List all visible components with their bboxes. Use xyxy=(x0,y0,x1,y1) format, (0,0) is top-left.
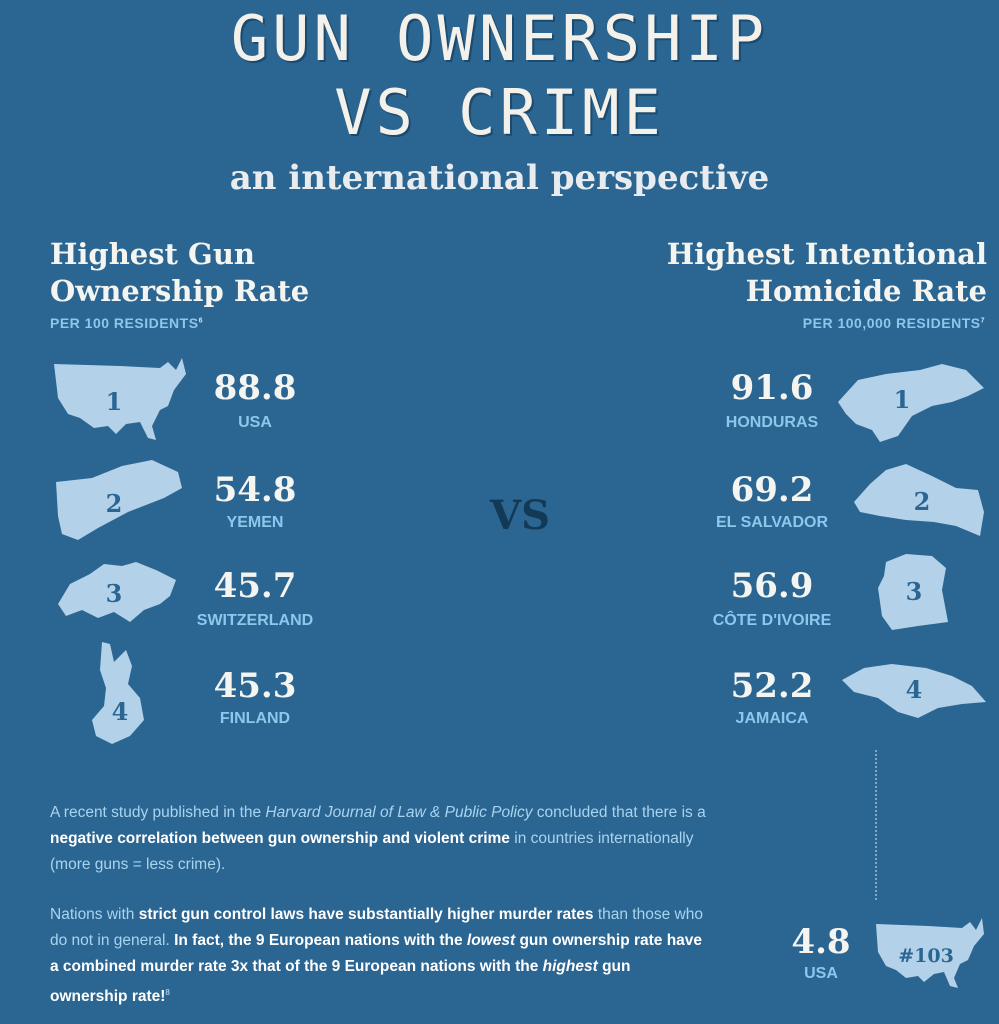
value-honduras: 91.6 xyxy=(730,368,814,408)
bold-text: gun ownership rate have a combined murde… xyxy=(50,932,703,975)
left-unit: PER 100 RESIDENTS6 xyxy=(50,315,203,331)
title-line-2: VS CRIME xyxy=(334,76,665,149)
country-el-salvador: EL SALVADOR xyxy=(715,514,828,531)
right-unit-ref: 7 xyxy=(980,317,985,325)
right-unit-text: PER 100,000 RESIDENTS xyxy=(802,315,981,331)
paragraph-study: A recent study published in the Harvard … xyxy=(50,800,710,878)
rank-label: 1 xyxy=(106,387,123,416)
bold-text: In fact, the 9 European nations with the xyxy=(174,932,467,949)
text: A recent study published in the xyxy=(50,804,266,821)
country-switzerland: SWITZERLAND xyxy=(196,612,314,629)
rank-label: 3 xyxy=(106,579,123,608)
paragraph-nations: Nations with strict gun control laws hav… xyxy=(50,902,710,1010)
rank-label: 3 xyxy=(906,577,923,606)
left-unit-ref: 6 xyxy=(198,317,203,325)
country-honduras: HONDURAS xyxy=(725,414,819,431)
value-jamaica: 52.2 xyxy=(730,666,814,706)
italic-text: lowest xyxy=(466,932,516,949)
journal-name: Harvard Journal of Law & Public Policy xyxy=(265,804,533,821)
text: Nations with xyxy=(50,906,139,923)
finland-map-icon: 4 xyxy=(90,640,150,746)
right-heading-line-2: Homicide Rate xyxy=(745,274,987,308)
left-heading-line-1: Highest Gun xyxy=(50,237,255,271)
text: concluded that there is a xyxy=(532,804,706,821)
italic-text: highest xyxy=(542,958,598,975)
country-cote-divoire: CÔTE D'IVOIRE xyxy=(712,612,832,629)
country-yemen: YEMEN xyxy=(226,514,284,531)
right-heading-line-1: Highest Intentional xyxy=(666,237,987,271)
right-heading: Highest Intentional Homicide Rate xyxy=(667,236,987,310)
rank-label: 4 xyxy=(906,675,923,704)
left-unit-text: PER 100 RESIDENTS xyxy=(50,315,199,331)
left-heading: Highest Gun Ownership Rate xyxy=(50,236,309,310)
rank-label: 2 xyxy=(914,487,931,516)
country-jamaica: JAMAICA xyxy=(735,710,809,727)
rank-label: 4 xyxy=(112,697,129,726)
bold-text: negative correlation between gun ownersh… xyxy=(50,830,510,847)
country-finland: FINLAND xyxy=(219,710,291,727)
value-switzerland: 45.7 xyxy=(213,566,297,606)
rank-label: 2 xyxy=(106,489,123,518)
title-line-1: GUN OWNERSHIP xyxy=(230,2,769,75)
subtitle: an international perspective xyxy=(229,158,770,198)
value-usa-homicide: 4.8 xyxy=(791,922,851,962)
dotted-divider xyxy=(875,750,877,900)
value-yemen: 54.8 xyxy=(213,470,297,510)
value-el-salvador: 69.2 xyxy=(730,470,814,510)
bold-text: strict gun control laws have substantial… xyxy=(138,906,594,923)
rank-label: 1 xyxy=(894,385,911,414)
value-cote-divoire: 56.9 xyxy=(730,566,814,606)
switzerland-map-icon: 3 xyxy=(52,560,182,630)
country-usa-homicide: USA xyxy=(804,965,838,982)
cote-divoire-map-icon: 3 xyxy=(876,552,952,632)
vs-label: VS xyxy=(490,492,550,539)
footnote-ref: 8 xyxy=(165,988,170,997)
rank-label: #103 xyxy=(898,945,954,967)
usa-map-icon: 1 xyxy=(50,356,188,442)
bold-text: gun ownership rate! xyxy=(50,958,631,1006)
jamaica-map-icon: 4 xyxy=(840,662,988,722)
value-finland: 45.3 xyxy=(213,666,297,706)
yemen-map-icon: 2 xyxy=(52,458,184,544)
value-usa-guns: 88.8 xyxy=(213,368,297,408)
left-heading-line-2: Ownership Rate xyxy=(50,274,310,308)
el-salvador-map-icon: 2 xyxy=(850,462,986,540)
text: in countries internationally (more guns … xyxy=(50,830,694,873)
right-unit: PER 100,000 RESIDENTS7 xyxy=(803,315,985,331)
country-usa: USA xyxy=(238,414,272,431)
honduras-map-icon: 1 xyxy=(836,360,986,444)
usa-map-icon-homicide: #103 xyxy=(872,916,986,990)
text: than those who do not in general. xyxy=(50,906,703,949)
